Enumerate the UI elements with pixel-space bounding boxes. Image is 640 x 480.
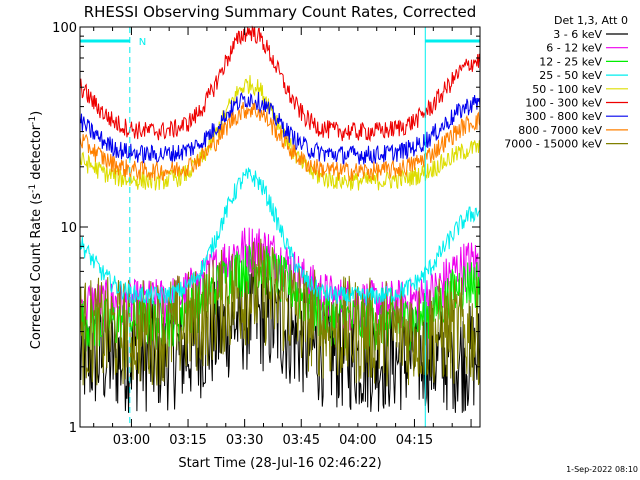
x-tick-label: 04:15 <box>396 433 433 448</box>
legend-label: 7000 - 15000 keV <box>504 138 602 151</box>
legend-label: 6 - 12 keV <box>546 42 602 55</box>
footer-timestamp: 1-Sep-2022 08:10 <box>566 465 638 474</box>
legend-label: 25 - 50 keV <box>539 69 602 82</box>
series-line <box>79 167 481 307</box>
legend-header: Det 1,3, Att 0 <box>554 14 628 27</box>
x-axis: 03:00 03:15 03:30 03:45 04:00 04:15 <box>93 27 472 448</box>
x-axis-label: Start Time (28-Jul-16 02:46:22) <box>178 456 381 471</box>
legend-label: 3 - 6 keV <box>553 28 602 41</box>
legend-label: 800 - 7000 keV <box>518 124 602 137</box>
x-tick-label: 03:15 <box>169 433 206 448</box>
x-tick-label: 03:45 <box>283 433 320 448</box>
x-tick-label: 04:00 <box>339 433 376 448</box>
legend-label: 12 - 25 keV <box>539 55 602 68</box>
y-tick-label: 1 <box>69 421 77 436</box>
y-tick-label: 100 <box>52 21 77 36</box>
series-layer <box>79 25 481 413</box>
series-line <box>79 75 481 191</box>
y-tick-label: 10 <box>60 221 77 236</box>
y-axis: 1 10 100 <box>52 21 480 436</box>
flag-label: N <box>139 37 146 48</box>
chart-title: RHESSI Observing Summary Count Rates, Co… <box>84 3 477 21</box>
legend-label: 100 - 300 keV <box>525 97 602 110</box>
legend-label: 50 - 100 keV <box>532 83 602 96</box>
series-line <box>79 101 481 182</box>
x-tick-label: 03:00 <box>113 433 150 448</box>
series-line <box>79 91 481 167</box>
x-tick-label: 03:30 <box>226 433 263 448</box>
series-line <box>79 25 481 143</box>
legend-label: 300 - 800 keV <box>525 110 602 123</box>
y-axis-label: Corrected Count Rate (s-1 detector-1) <box>28 111 44 349</box>
series-line <box>79 238 481 387</box>
